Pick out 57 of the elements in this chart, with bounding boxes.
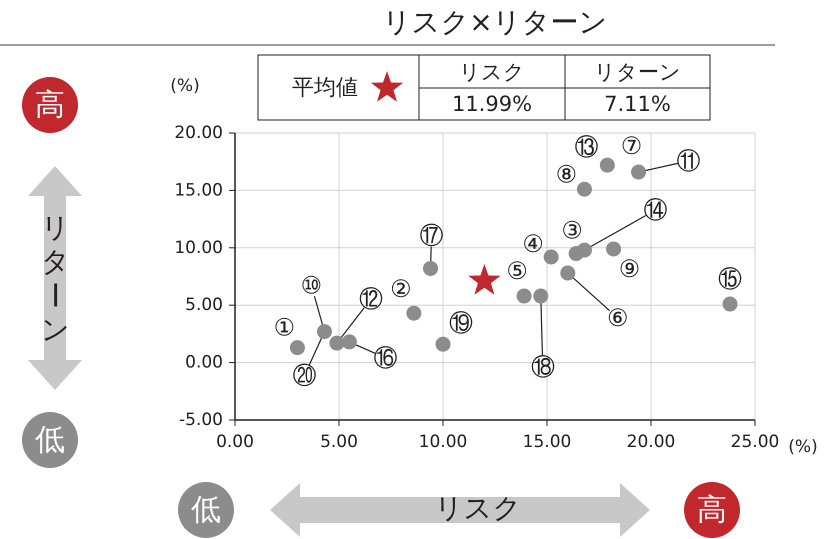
y-tick-label: -5.00 <box>179 410 223 430</box>
x-tick-label: 0.00 <box>216 432 254 452</box>
point <box>576 242 592 258</box>
point <box>560 266 576 281</box>
annotation: ③ <box>561 216 583 245</box>
point <box>316 324 332 340</box>
point <box>544 249 559 264</box>
y-tick-label: 5.00 <box>185 295 223 316</box>
point <box>406 306 422 321</box>
annotation: ⑫ <box>358 285 383 314</box>
text: (%) <box>788 437 818 457</box>
y-tick-label: 20.00 <box>174 123 223 143</box>
point <box>606 241 622 256</box>
point <box>436 336 450 352</box>
annotation: ⑳ <box>292 362 316 390</box>
x-tick-label: 15.00 <box>522 432 572 452</box>
point <box>290 340 305 356</box>
point <box>423 260 438 276</box>
annotation: ⑥ <box>607 304 629 332</box>
point <box>631 164 646 180</box>
annotation: ⑨ <box>618 254 640 283</box>
x-tick-label: 5.00 <box>320 432 358 452</box>
legend-label: 平均値 <box>292 76 358 100</box>
y-tick-label: 10.00 <box>174 238 223 258</box>
annotation: ⑬ <box>574 133 598 162</box>
annotation: ④ <box>522 230 544 258</box>
annotation: ⑤ <box>506 257 528 286</box>
point <box>329 336 344 351</box>
annotation: ⑯ <box>373 344 398 372</box>
ylabel: リターン <box>38 211 71 346</box>
annotation: ⑩ <box>300 272 322 300</box>
x-tick-label: 10.00 <box>418 432 468 452</box>
chart-title: リスク×リターン <box>382 6 608 38</box>
legend-table: 平均値 リスク リターン 11.99% 7.11% <box>258 54 710 120</box>
y-tick-label: 0.00 <box>185 352 223 373</box>
annotation: ⑮ <box>718 265 742 294</box>
point <box>600 158 615 173</box>
text: (%) <box>170 76 200 96</box>
annotation: ① <box>274 314 296 342</box>
point <box>533 288 548 304</box>
annotation: ⑦ <box>620 132 642 160</box>
annotation: ⑰ <box>420 221 444 250</box>
annotation: ⑱ <box>530 353 555 382</box>
annotation: ⑭ <box>643 196 668 224</box>
x-tick-label: 20.00 <box>626 432 676 452</box>
point <box>342 334 357 350</box>
annotation: ② <box>390 275 412 304</box>
x-tick-label: 25.00 <box>730 432 780 452</box>
point <box>722 296 738 312</box>
annotation: ⑧ <box>556 160 578 188</box>
point <box>516 288 532 304</box>
annotation: ⑪ <box>676 147 701 176</box>
annotation: ⑲ <box>449 309 473 338</box>
y-tick-label: 15.00 <box>174 180 223 200</box>
x-axis-title: リスク <box>434 492 522 524</box>
y-axis-title: リターン <box>594 60 681 84</box>
point <box>576 182 592 197</box>
